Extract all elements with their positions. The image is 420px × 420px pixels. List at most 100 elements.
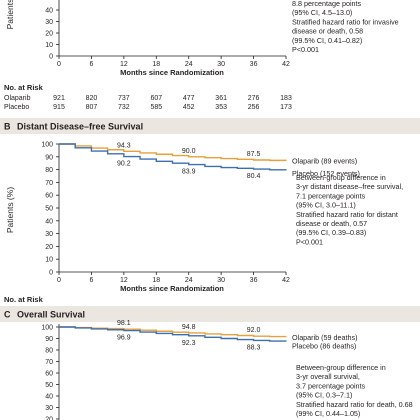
annotation-line: (99% CI, 0.44–1.05)	[296, 409, 360, 418]
y-tick-label: 10	[45, 42, 53, 49]
y-tick-label: 20	[45, 31, 53, 38]
panel-c-legend: Olaparib (59 deaths)Placebo (86 deaths)	[292, 333, 358, 351]
y-tick-label: 100	[41, 325, 53, 332]
y-tick-label: 40	[45, 218, 53, 225]
y-tick-label: 80	[45, 348, 53, 355]
data-label: 88.3	[247, 344, 261, 351]
risk-table-cell: 807	[86, 104, 98, 111]
y-tick-label: 30	[45, 405, 53, 412]
y-tick-label: 80	[45, 167, 53, 174]
annotation-line: (95% CI, 0.3–7.1)	[296, 391, 352, 400]
panel-c-letter: C	[4, 310, 11, 320]
annotation-line: P<0.001	[296, 237, 323, 246]
data-label: 90.2	[117, 161, 131, 168]
panel-a-risk-table: No. at Risk Olaparib 921 820 737 607 477 361 276…	[4, 83, 292, 111]
data-label: 98.1	[117, 320, 131, 327]
risk-table-cell: 921	[53, 95, 65, 102]
y-tick-label: 60	[45, 371, 53, 378]
panel-b-letter: B	[4, 122, 11, 132]
annotation-line: 7.1 percentage points	[296, 191, 366, 200]
annotation-line: 3.7 percentage points	[296, 381, 366, 390]
legend-label: Olaparib (59 deaths)	[292, 333, 358, 342]
risk-table-heading: No. at Risk	[4, 295, 44, 304]
panel-c-header-band	[0, 306, 420, 322]
x-tick-label: 6	[89, 61, 93, 68]
y-tick-label: 70	[45, 359, 53, 366]
risk-table-cell: 361	[215, 95, 227, 102]
annotation-line: disease or death, 0.58	[292, 27, 363, 36]
panel-a-x-ticks: 0 6 12 18 24 30 36 42	[57, 56, 290, 68]
x-tick-label: 36	[250, 61, 258, 68]
panel-b-ylabel: Patients (%)	[5, 187, 15, 233]
annotation-line: disease or death, 0.57	[296, 219, 367, 228]
risk-table-cell: 915	[53, 104, 65, 111]
risk-table-cell: 276	[248, 95, 260, 102]
risk-table-cell: 820	[86, 95, 98, 102]
panel-a: 0 10 20 30 40 Patients 0 6 12 18 24 30 36 42 Months…	[4, 0, 399, 111]
annotation-line: Stratified hazard ratio for invasive	[292, 17, 399, 26]
risk-table-cell: 477	[183, 95, 195, 102]
panel-b-risk-table: No. at Risk	[4, 295, 44, 304]
y-tick-label: 30	[45, 19, 53, 26]
y-tick-label: 90	[45, 154, 53, 161]
panel-a-annotation: 8.8 percentage points(95% CI, 4.5–13.0)S…	[292, 0, 399, 54]
legend-label: Placebo (86 deaths)	[292, 341, 356, 350]
risk-table-cell: 173	[280, 104, 292, 111]
panel-b-annotation: Between-group difference in3-yr distant …	[296, 173, 403, 246]
y-tick-label: 20	[45, 244, 53, 251]
panel-a-y-ticks: 0 10 20 30 40	[45, 8, 59, 61]
panel-b-title: Distant Disease–free Survival	[17, 122, 143, 132]
x-tick-label: 30	[217, 277, 225, 284]
annotation-line: (95% CI, 3.0–11.1)	[296, 201, 356, 210]
panel-b: B Distant Disease–free Survival Patients…	[0, 118, 420, 304]
series-line	[59, 143, 287, 171]
y-tick-label: 50	[45, 206, 53, 213]
annotation-line: P<0.001	[292, 45, 319, 54]
series-line	[59, 326, 287, 338]
annotation-line: (95% CI, 4.5–13.0)	[292, 8, 352, 17]
panel-b-xlabel: Months since Randomization	[120, 284, 224, 293]
risk-table-cell: 256	[248, 104, 260, 111]
annotation-line: 3-yr overall survival,	[296, 372, 360, 381]
risk-table-heading: No. at Risk	[4, 83, 44, 92]
y-tick-label: 40	[45, 8, 53, 15]
x-tick-label: 18	[152, 61, 160, 68]
x-tick-label: 12	[120, 61, 128, 68]
risk-table-group: Placebo	[4, 104, 29, 111]
x-tick-label: 42	[282, 61, 290, 68]
risk-table-cell: 585	[150, 104, 162, 111]
annotation-line: (99.5% CI, 0.39–0.83)	[296, 228, 366, 237]
x-tick-label: 12	[120, 277, 128, 284]
data-label: 92.0	[247, 327, 261, 334]
annotation-line: Stratified hazard ratio for death, 0.68	[296, 400, 413, 409]
annotation-line: Between-group difference in	[296, 173, 386, 182]
risk-table-cell: 353	[215, 104, 227, 111]
risk-table-cell: 732	[118, 104, 130, 111]
annotation-line: 8.8 percentage points	[292, 0, 362, 8]
panel-a-xlabel: Months since Randomization	[120, 68, 224, 77]
risk-table-group: Olaparib	[4, 95, 31, 102]
annotation-line: Between-group difference in	[296, 363, 386, 372]
data-label: 96.9	[117, 335, 131, 342]
y-tick-label: 30	[45, 231, 53, 238]
y-tick-label: 60	[45, 193, 53, 200]
annotation-line: Stratified hazard ratio for distant	[296, 210, 398, 219]
data-label: 94.8	[182, 324, 196, 331]
panel-c-series: 98.1 94.8 92.0 96.9 92.3 88.3	[59, 320, 287, 351]
panel-b-legend: Olaparib (89 events) Placebo (152 events)	[292, 157, 360, 179]
panel-c-annotation: Between-group difference in3-yr overall …	[296, 363, 413, 418]
y-tick-label: 50	[45, 382, 53, 389]
x-tick-label: 30	[217, 61, 225, 68]
risk-table-cell: 452	[183, 104, 195, 111]
panel-a-ylabel: Patients	[5, 0, 15, 29]
data-label: 90.0	[182, 148, 196, 155]
annotation-line: (99.5% CI, 0.41–0.82)	[292, 36, 362, 45]
series-line	[59, 326, 287, 342]
y-tick-label: 40	[45, 394, 53, 401]
x-tick-label: 18	[152, 277, 160, 284]
risk-table-cell: 607	[150, 95, 162, 102]
annotation-line: 3-yr distant disease–free survival,	[296, 182, 403, 191]
y-tick-label: 70	[45, 180, 53, 187]
